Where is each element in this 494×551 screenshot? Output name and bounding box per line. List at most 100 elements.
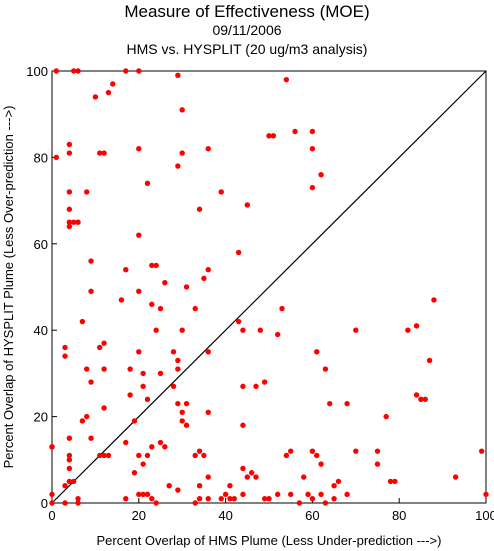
data-point — [110, 81, 116, 87]
data-point — [179, 107, 185, 113]
data-point — [196, 448, 203, 454]
data-point — [274, 491, 281, 498]
data-point — [170, 349, 177, 355]
data-point — [140, 491, 146, 498]
data-point — [244, 474, 250, 480]
data-point — [318, 171, 324, 178]
data-point — [179, 418, 185, 424]
data-point — [175, 487, 181, 493]
data-point — [253, 383, 259, 390]
data-point — [105, 452, 112, 459]
data-point — [331, 495, 337, 502]
data-point — [192, 452, 198, 459]
data-point — [101, 452, 107, 459]
data-point — [88, 258, 94, 264]
data-point — [422, 396, 428, 403]
data-point — [97, 150, 103, 156]
data-point — [270, 133, 277, 139]
y-axis-label: Percent Overlap of HYSPLIT Plume (Less O… — [1, 106, 16, 469]
data-point — [166, 483, 172, 489]
data-point — [144, 180, 151, 187]
data-point — [66, 150, 73, 156]
data-point — [84, 366, 90, 372]
x-tick-label: 80 — [392, 508, 406, 523]
y-tick-label: 0 — [41, 496, 48, 511]
data-point — [452, 474, 459, 480]
data-point — [426, 357, 433, 364]
data-point — [205, 146, 211, 152]
data-point — [175, 163, 181, 169]
data-point — [66, 219, 73, 225]
data-point — [140, 383, 146, 390]
data-point — [88, 288, 94, 295]
data-point — [314, 349, 320, 355]
data-point — [240, 422, 246, 428]
data-point — [314, 452, 320, 459]
data-point — [318, 461, 324, 467]
data-point — [279, 305, 285, 312]
data-point — [205, 409, 211, 415]
data-point — [157, 370, 164, 377]
plot-frame — [51, 70, 487, 504]
data-point — [301, 474, 307, 480]
data-point — [309, 495, 316, 502]
data-point — [66, 206, 73, 212]
data-point — [131, 470, 138, 476]
data-point — [123, 68, 129, 74]
data-point — [157, 305, 164, 312]
data-point — [140, 461, 146, 467]
data-point — [344, 400, 350, 407]
data-point — [322, 366, 329, 372]
data-point — [62, 483, 68, 489]
data-point — [118, 297, 125, 303]
data-point — [127, 392, 133, 398]
data-point — [201, 275, 207, 282]
x-tick-label: 60 — [305, 508, 319, 523]
chart-subtitle-date: 09/11/2006 — [212, 22, 282, 38]
data-point — [227, 483, 233, 489]
data-point — [318, 491, 324, 498]
data-point — [162, 444, 168, 450]
data-point — [105, 89, 112, 96]
x-tick-label: 40 — [218, 508, 232, 523]
data-point — [71, 219, 77, 225]
data-point — [274, 331, 281, 338]
data-point — [66, 223, 73, 230]
data-point — [149, 262, 155, 269]
data-point — [144, 491, 151, 498]
data-point — [331, 483, 337, 489]
data-point — [309, 128, 316, 135]
data-point — [153, 500, 159, 506]
data-point — [283, 452, 290, 459]
data-point — [149, 301, 155, 307]
data-point — [335, 478, 342, 485]
data-points — [49, 68, 489, 506]
data-point — [162, 279, 168, 286]
data-point — [205, 474, 211, 480]
data-point — [183, 422, 190, 428]
data-point — [84, 413, 90, 420]
data-point — [309, 184, 316, 191]
data-point — [101, 366, 107, 372]
x-tick-label: 100 — [475, 508, 494, 523]
y-tick-label: 60 — [34, 237, 48, 252]
data-point — [392, 478, 398, 485]
data-point — [66, 141, 73, 148]
data-point — [235, 318, 242, 325]
data-point — [413, 392, 420, 398]
data-point — [88, 435, 94, 441]
data-point — [75, 500, 81, 506]
data-point — [205, 495, 211, 502]
data-point — [66, 452, 73, 459]
data-point — [240, 327, 246, 333]
data-point — [62, 353, 68, 359]
data-point — [322, 500, 329, 506]
data-point — [405, 327, 411, 333]
data-point — [136, 232, 142, 238]
data-point — [79, 418, 86, 424]
data-point — [309, 448, 316, 454]
data-point — [149, 444, 155, 450]
data-point — [136, 146, 142, 152]
data-point — [327, 400, 333, 407]
data-point — [235, 249, 242, 256]
